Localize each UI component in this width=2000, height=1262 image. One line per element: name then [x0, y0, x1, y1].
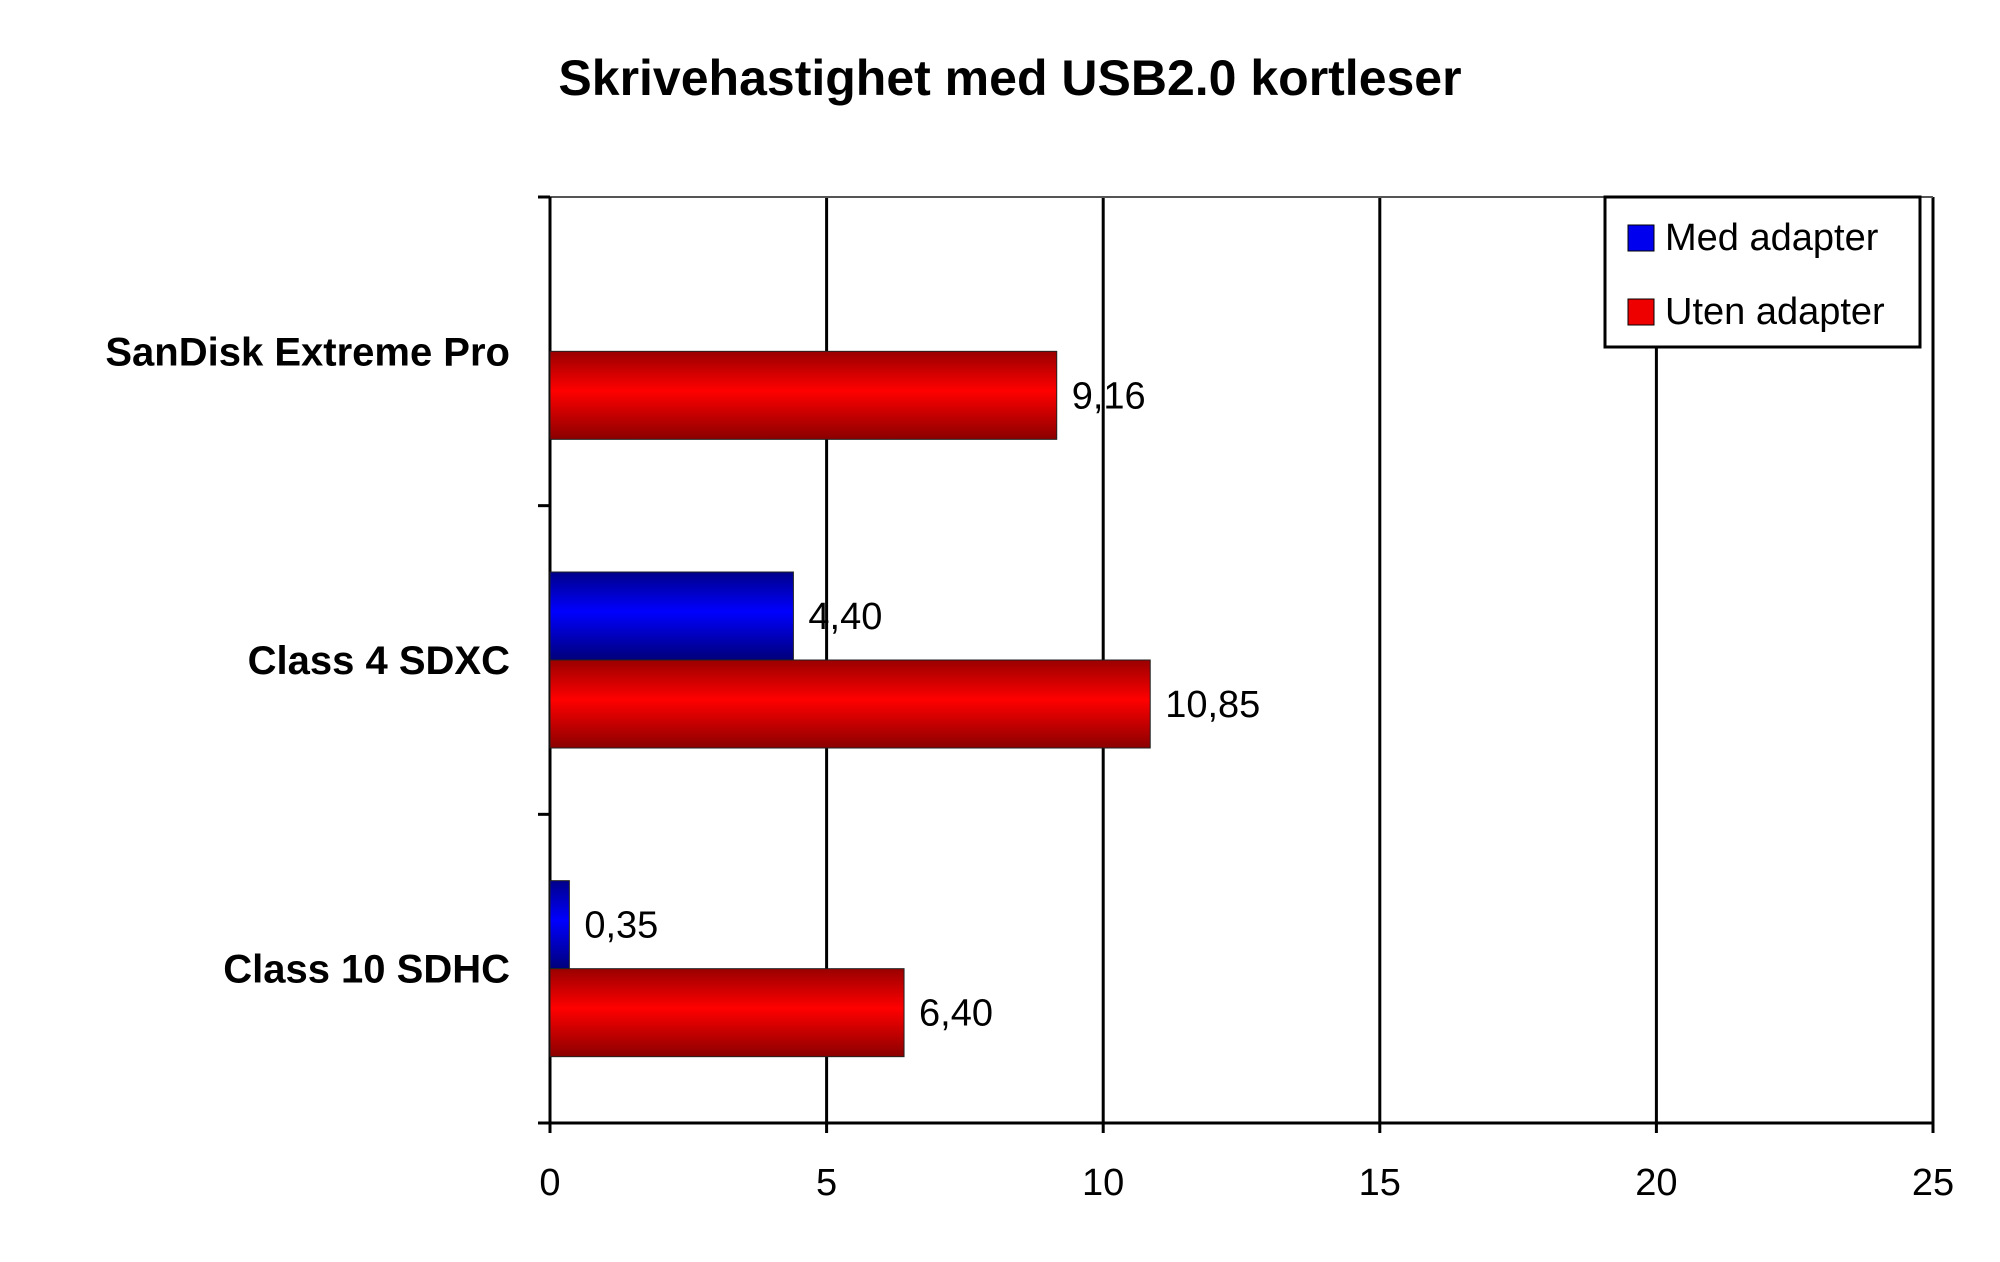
- legend-swatch-uten-adapter: [1627, 298, 1655, 326]
- bar-med-adapter: [549, 571, 794, 661]
- legend-box: [1603, 195, 1922, 349]
- data-labels: 9,16 4,40 10,85 0,35 6,40: [584, 375, 1260, 1034]
- x-tick-labels: 0 5 10 15 20 25: [539, 1162, 1954, 1204]
- legend-swatch-med-adapter: [1627, 224, 1655, 252]
- data-label: 10,85: [1165, 684, 1260, 726]
- legend-label-med-adapter: Med adapter: [1665, 217, 1879, 259]
- category-label: Class 4 SDXC: [248, 639, 510, 683]
- chart-title: Skrivehastighet med USB2.0 kortleser: [558, 50, 1461, 106]
- bar-uten-adapter: [549, 350, 1058, 440]
- category-label: SanDisk Extreme Pro: [105, 330, 510, 374]
- legend: Med adapter Uten adapter: [1603, 195, 1922, 349]
- x-tick-label: 0: [539, 1162, 560, 1204]
- bar-uten-adapter: [549, 659, 1151, 749]
- category-label: Class 10 SDHC: [223, 948, 510, 992]
- bar-med-adapter: [549, 880, 570, 970]
- x-tick-label: 5: [816, 1162, 837, 1204]
- x-tick-label: 10: [1082, 1162, 1124, 1204]
- data-label: 4,40: [808, 596, 882, 638]
- data-label: 9,16: [1072, 375, 1146, 417]
- data-label: 6,40: [919, 993, 993, 1035]
- bar-uten-adapter: [549, 968, 905, 1058]
- data-label: 0,35: [584, 905, 658, 947]
- x-tick-label: 25: [1912, 1162, 1954, 1204]
- x-tick-label: 15: [1359, 1162, 1401, 1204]
- category-labels: SanDisk Extreme Pro Class 4 SDXC Class 10 …: [105, 330, 510, 991]
- legend-label-uten-adapter: Uten adapter: [1665, 291, 1885, 333]
- bars: [549, 350, 1151, 1058]
- x-tick-label: 20: [1635, 1162, 1677, 1204]
